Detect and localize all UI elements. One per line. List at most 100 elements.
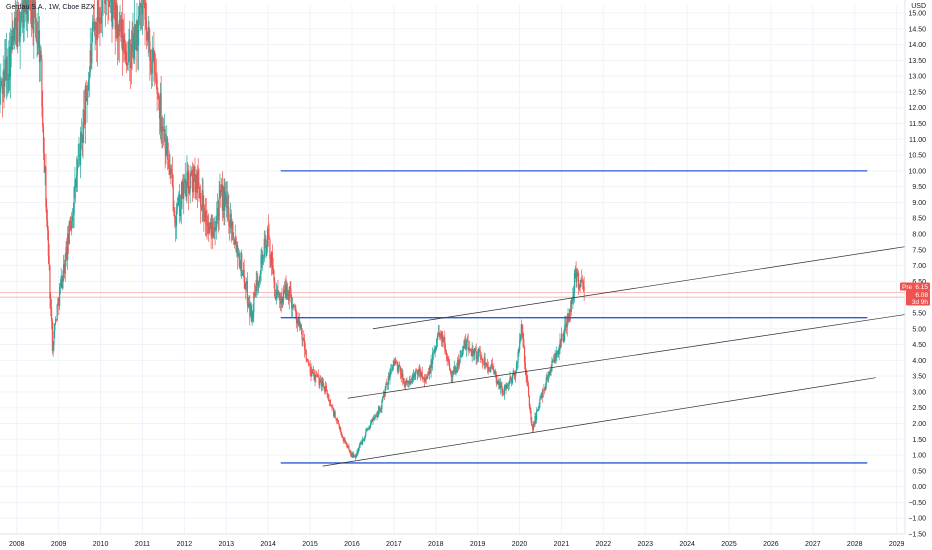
candle-body (322, 378, 324, 386)
candle-body (421, 372, 423, 379)
candle-body (301, 331, 303, 340)
candle-body (81, 138, 83, 143)
trend-line[interactable] (372, 246, 906, 330)
candle-body (397, 366, 399, 371)
candle-body (319, 380, 321, 385)
candle-body (249, 303, 251, 316)
candle-body (192, 177, 194, 193)
candle-body (135, 37, 137, 51)
candle-body (193, 166, 195, 178)
candle-body (504, 384, 506, 387)
candle-body (75, 174, 78, 188)
candle-body (538, 407, 540, 410)
candle-body (63, 263, 65, 277)
candle-body (270, 259, 272, 267)
drawings[interactable] (280, 170, 906, 467)
candle-body (281, 296, 283, 304)
trend-line[interactable] (322, 377, 876, 467)
candle-body (303, 338, 305, 341)
candle-body (444, 349, 447, 352)
candle-body (379, 408, 381, 411)
candle-body (155, 75, 157, 80)
candle-body (537, 409, 539, 411)
candle-body (172, 186, 174, 211)
candle-body (146, 27, 148, 41)
candle-body (183, 178, 186, 183)
candle-body (555, 353, 557, 358)
candle-body (184, 178, 186, 188)
y-tick-label: 9.50 (912, 184, 926, 191)
y-tick-label: 4.00 (912, 358, 926, 365)
trend-line[interactable] (347, 314, 906, 399)
candle-body (573, 272, 576, 293)
candle-body (285, 285, 287, 299)
candle-body (432, 352, 434, 365)
candle-body (9, 47, 11, 77)
candle-body (343, 437, 345, 441)
candle-body (560, 340, 562, 342)
y-tick-label: 14.50 (908, 26, 926, 33)
candle-body (564, 324, 566, 334)
candle-body (158, 94, 160, 100)
candle-body (370, 420, 373, 424)
candle-body (194, 166, 196, 192)
candle-body (333, 411, 335, 416)
candle-body (51, 321, 53, 351)
candle-body (16, 17, 18, 48)
candle-body (569, 309, 572, 312)
candle-body (154, 63, 156, 73)
candle-body (440, 333, 442, 339)
candle-body (100, 23, 102, 25)
x-tick-label: 2021 (554, 541, 570, 548)
candle-body (417, 369, 419, 375)
candle-body (486, 363, 489, 368)
candle-body (391, 369, 393, 371)
candle-body (224, 191, 226, 211)
candle-body (581, 280, 583, 281)
candle-body (104, 0, 107, 5)
y-tick-label: 5.50 (912, 310, 926, 317)
candle-body (311, 369, 313, 376)
candle-body (526, 376, 528, 380)
candle-body (260, 254, 262, 274)
candle-body (266, 247, 268, 256)
y-tick-label: 11.00 (909, 137, 926, 144)
candle-body (361, 442, 363, 445)
candle-body (147, 26, 149, 32)
candle-body (459, 356, 461, 363)
candle-body (69, 221, 71, 226)
candle-body (179, 193, 181, 216)
candle-body (68, 221, 70, 244)
candle-body (415, 370, 417, 375)
candle-body (320, 380, 322, 382)
candle-body (21, 10, 23, 22)
candle-body (96, 22, 98, 40)
candle-body (505, 384, 507, 389)
candle-body (279, 299, 281, 304)
candle-body (422, 378, 424, 380)
price-tag (906, 297, 930, 306)
candle-body (163, 129, 165, 132)
candle-body (271, 251, 273, 266)
candle-body (50, 298, 52, 308)
candle-body (415, 370, 418, 371)
candle-body (290, 288, 292, 298)
candle-body (214, 227, 216, 230)
candle-body (410, 381, 412, 384)
candle-body (109, 0, 111, 2)
x-tick-label: 2020 (512, 541, 528, 548)
candle-body (19, 26, 21, 42)
candle-body (252, 311, 254, 319)
candle-body (580, 280, 582, 288)
candle-body (54, 323, 56, 331)
candle-body (254, 293, 256, 296)
candle-body (108, 1, 110, 7)
candle-body (289, 287, 291, 289)
candle-body (388, 376, 390, 380)
candle-body (202, 190, 204, 208)
candle-body (107, 0, 109, 2)
candle-body (167, 159, 169, 161)
